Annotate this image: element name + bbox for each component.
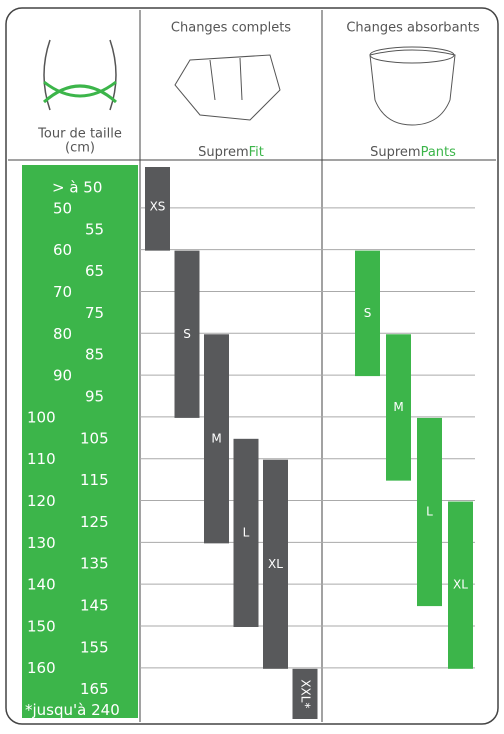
- waist-label: 95: [85, 388, 104, 406]
- waist-title: Tour de taille: [37, 127, 122, 142]
- product-name: SupremPants: [370, 145, 456, 160]
- size-bar: [355, 250, 380, 377]
- waist-label: 140: [27, 576, 56, 594]
- size-label: M: [393, 400, 403, 414]
- waist-label: 90: [53, 367, 72, 385]
- waist-icon: [43, 39, 117, 111]
- waist-unit: (cm): [65, 141, 95, 156]
- waist-label: 125: [80, 513, 109, 531]
- line: Pants: [421, 145, 457, 160]
- brand: Suprem: [198, 145, 248, 160]
- waist-label: 70: [53, 283, 72, 301]
- waist-label: 65: [85, 262, 104, 280]
- waist-label: 50: [53, 199, 72, 217]
- product-name: SupremFit: [198, 145, 264, 160]
- waist-label: 80: [53, 325, 72, 343]
- line: Fit: [249, 145, 264, 160]
- waist-label: 75: [85, 304, 104, 322]
- waist-label: 150: [27, 617, 56, 635]
- waist-label: 105: [80, 429, 109, 447]
- size-label: S: [183, 327, 191, 341]
- size-label: XL: [268, 557, 283, 571]
- waist-column: [22, 165, 138, 718]
- brand: Suprem: [370, 145, 420, 160]
- waist-label: 120: [27, 492, 56, 510]
- size-bar: [292, 668, 318, 719]
- waist-label: 130: [27, 534, 56, 552]
- product-icon: [174, 54, 281, 121]
- waist-label: 135: [80, 555, 109, 573]
- size-bar: [145, 167, 170, 251]
- waist-label: 115: [80, 471, 109, 489]
- waist-label: 100: [27, 408, 56, 426]
- size-label: S: [364, 306, 372, 320]
- waist-label: 55: [85, 220, 104, 238]
- size-bar: [386, 334, 411, 481]
- product-icon: [369, 46, 456, 126]
- size-label: XS: [150, 200, 166, 214]
- size-bar: [448, 501, 473, 669]
- size-bar: [174, 250, 200, 418]
- waist-label: > à 50: [52, 179, 102, 197]
- column-title: Changes complets: [171, 21, 291, 36]
- waist-label: 155: [80, 638, 109, 656]
- frame: [5, 7, 499, 725]
- waist-label: *jusqu'à 240: [25, 701, 120, 719]
- waist-label: 85: [85, 346, 104, 364]
- waist-label: 145: [80, 597, 109, 615]
- size-bar: [204, 334, 229, 544]
- size-label: L: [426, 505, 433, 519]
- size-bar: [233, 438, 259, 627]
- size-label: XL: [453, 578, 468, 592]
- waist-label: 60: [53, 241, 72, 259]
- size-label: M: [211, 431, 221, 445]
- size-bar: [417, 417, 442, 607]
- size-label: XXL*: [299, 679, 313, 708]
- size-label: L: [243, 525, 250, 539]
- waist-label: 160: [27, 659, 56, 677]
- waist-label: 110: [27, 450, 56, 468]
- size-bar: [263, 459, 288, 669]
- column-title: Changes absorbants: [346, 21, 480, 36]
- waist-label: 165: [80, 680, 109, 698]
